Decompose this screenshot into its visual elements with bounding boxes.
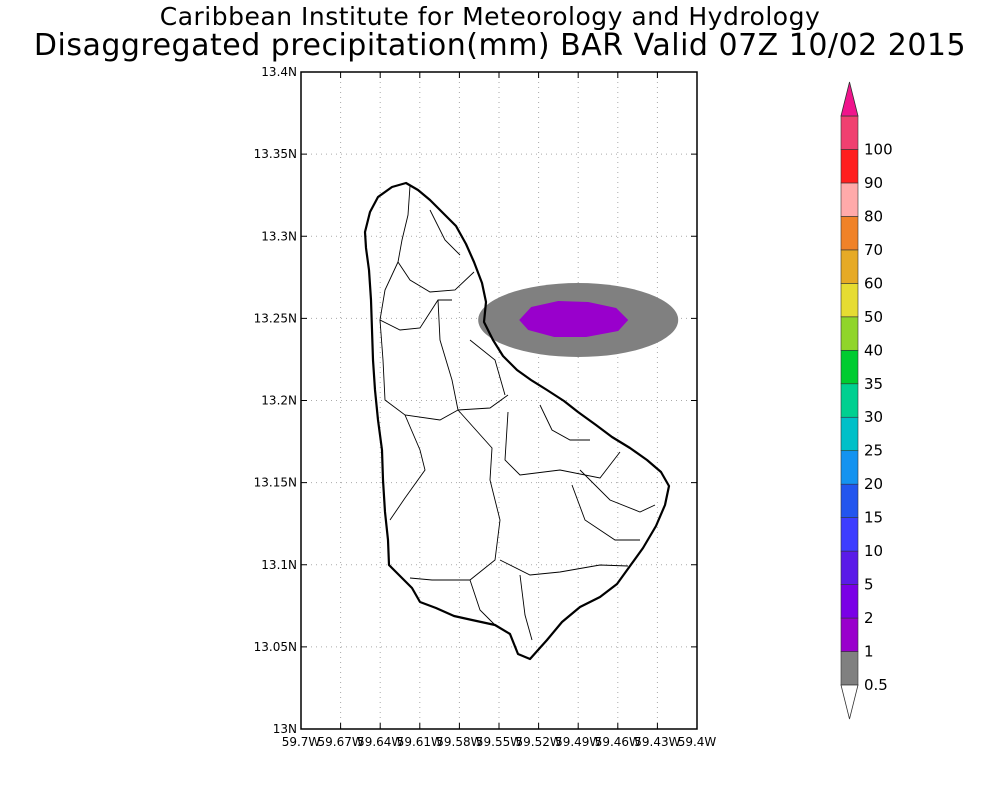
lon-tick-label: 59.64W	[357, 735, 403, 749]
colorbar-swatch	[840, 249, 859, 284]
colorbar-under-triangle	[840, 684, 859, 720]
colorbar-level-label: 10	[864, 542, 883, 560]
lon-tick-label: 59.46W	[595, 735, 641, 749]
parish-boundary	[409, 409, 501, 581]
colorbar-swatch	[840, 651, 859, 686]
colorbar-level-label: 35	[864, 375, 883, 393]
parish-boundary	[504, 411, 621, 479]
colorbar-level-label: 80	[864, 207, 883, 225]
lat-tick-label: 13.1N	[261, 558, 297, 572]
colorbar-swatch	[840, 517, 859, 552]
lon-tick-label: 59.4W	[678, 735, 717, 749]
parish-boundary	[437, 299, 509, 411]
colorbar-swatch	[840, 216, 859, 251]
parish-boundary	[499, 559, 629, 576]
colorbar-level-label: 90	[864, 174, 883, 192]
lat-tick-label: 13.3N	[261, 229, 297, 243]
lat-tick-label: 13.4N	[261, 65, 297, 79]
chart-title-line2: Disaggregated precipitation(mm) BAR Vali…	[33, 28, 967, 63]
colorbar-level-label: 5	[864, 576, 874, 594]
lon-tick-label: 59.7W	[282, 735, 321, 749]
colorbar-level-label: 100	[864, 140, 893, 158]
colorbar-swatch	[840, 349, 859, 385]
colorbar-swatch	[840, 182, 859, 217]
lat-tick-label: 13N	[273, 722, 297, 736]
lat-tick-label: 13.35N	[254, 147, 297, 161]
parish-boundary	[389, 414, 426, 521]
chart-title-line1: Caribbean Institute for Meteorology and …	[159, 2, 821, 31]
colorbar-level-label: 15	[864, 509, 883, 527]
parish-boundary	[429, 209, 461, 256]
map-frame-background	[301, 72, 697, 729]
parish-boundary	[379, 319, 459, 421]
colorbar-level-label: 0.5	[864, 676, 888, 694]
colorbar-level-label: 70	[864, 241, 883, 259]
colorbar-swatch	[840, 383, 859, 418]
parish-boundary	[579, 469, 656, 513]
parish-boundary	[397, 185, 475, 293]
colorbar-level-label: 30	[864, 408, 883, 426]
lat-tick-label: 13.15N	[254, 476, 297, 490]
colorbar-swatch	[840, 283, 859, 318]
colorbar-level-label: 40	[864, 341, 883, 359]
colorbar-swatch	[840, 617, 859, 652]
colorbar-level-label: 2	[864, 609, 874, 627]
lon-tick-label: 59.61W	[397, 735, 443, 749]
lon-tick-label: 59.55W	[476, 735, 522, 749]
lat-tick-label: 13.25N	[254, 311, 297, 325]
colorbar-swatch	[840, 450, 859, 485]
colorbar-swatch	[840, 316, 859, 351]
lat-tick-label: 13.05N	[254, 640, 297, 654]
colorbar-level-label: 20	[864, 475, 883, 493]
colorbar-swatch	[840, 584, 859, 619]
colorbar-swatch	[840, 550, 859, 585]
parish-boundary	[469, 339, 506, 396]
lon-tick-label: 59.58W	[436, 735, 482, 749]
colorbar-swatch	[840, 416, 859, 452]
colorbar-level-label: 60	[864, 274, 883, 292]
lon-tick-label: 59.67W	[317, 735, 363, 749]
lon-tick-label: 59.43W	[634, 735, 680, 749]
colorbar-level-label: 1	[864, 643, 874, 661]
colorbar-swatch	[840, 115, 859, 150]
lat-tick-label: 13.2N	[261, 394, 297, 408]
parish-boundary	[519, 574, 533, 641]
colorbar-swatch	[840, 483, 859, 518]
colorbar-level-label: 50	[864, 308, 883, 326]
colorbar-swatch	[840, 149, 859, 184]
parish-boundary	[469, 579, 496, 626]
parish-boundary	[571, 484, 640, 541]
precip-contour-inner	[519, 301, 629, 338]
lon-tick-label: 59.49W	[555, 735, 601, 749]
colorbar-level-label: 25	[864, 442, 883, 460]
island-outline	[363, 181, 671, 661]
lon-tick-label: 59.52W	[515, 735, 561, 749]
parish-boundary	[539, 404, 590, 441]
colorbar-over-triangle	[840, 81, 859, 117]
